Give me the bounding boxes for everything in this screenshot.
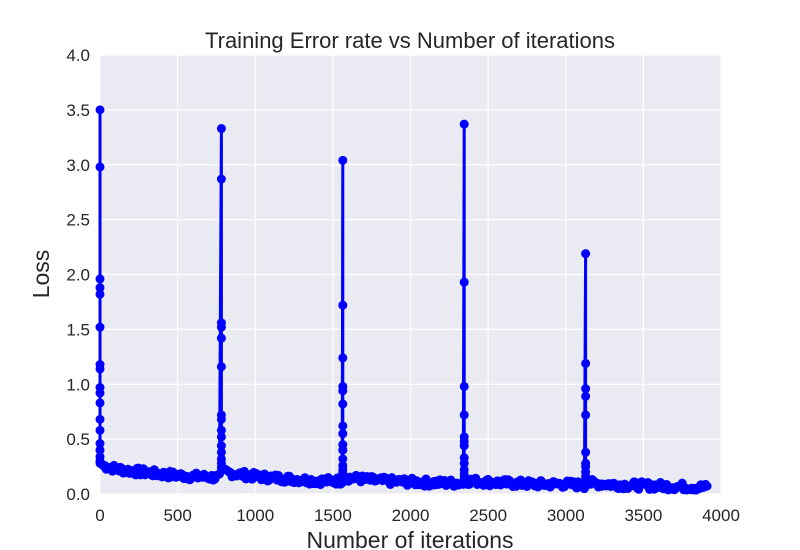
data-point bbox=[95, 364, 105, 374]
grid-lines bbox=[99, 54, 722, 495]
data-point bbox=[338, 399, 348, 409]
data-point bbox=[216, 124, 226, 134]
data-point bbox=[702, 481, 712, 491]
series-loss bbox=[95, 105, 712, 495]
data-point bbox=[95, 274, 105, 284]
y-tick-label: 1.5 bbox=[66, 320, 90, 339]
data-point bbox=[581, 410, 591, 420]
data-point bbox=[459, 119, 469, 129]
data-point bbox=[95, 162, 105, 172]
x-tick-label: 3500 bbox=[624, 506, 662, 525]
y-tick-label: 2.5 bbox=[66, 211, 90, 230]
x-tick-label: 3000 bbox=[547, 506, 585, 525]
data-point bbox=[459, 277, 469, 287]
data-point bbox=[459, 441, 469, 451]
x-tick-label: 2000 bbox=[392, 506, 430, 525]
data-point bbox=[338, 421, 348, 431]
data-point bbox=[95, 289, 105, 299]
x-tick-label: 2500 bbox=[469, 506, 507, 525]
data-point bbox=[95, 283, 105, 293]
y-tick-label: 1.0 bbox=[66, 375, 90, 394]
y-tick-label: 3.0 bbox=[66, 156, 90, 175]
x-axis-ticks: 0 500 1000 1500 2000 2500 3000 3500 4000 bbox=[95, 506, 740, 525]
data-point bbox=[581, 384, 591, 394]
y-axis-label: Loss bbox=[28, 250, 54, 299]
data-point bbox=[459, 473, 469, 483]
data-point bbox=[216, 441, 226, 451]
data-point bbox=[216, 174, 226, 184]
data-point bbox=[216, 432, 226, 442]
data-point bbox=[338, 386, 348, 396]
data-point bbox=[581, 391, 591, 401]
data-point bbox=[338, 454, 348, 464]
data-point bbox=[216, 447, 226, 457]
data-point bbox=[459, 458, 469, 468]
data-point bbox=[338, 353, 348, 363]
data-point bbox=[95, 322, 105, 332]
x-tick-label: 1000 bbox=[236, 506, 274, 525]
chart-title: Training Error rate vs Number of iterati… bbox=[205, 28, 615, 53]
data-point bbox=[95, 388, 105, 398]
data-point bbox=[95, 414, 105, 424]
y-axis-ticks: 0.0 0.5 1.0 1.5 2.0 2.5 3.0 3.5 4.0 bbox=[66, 46, 90, 504]
x-tick-label: 0 bbox=[95, 506, 104, 525]
data-point bbox=[581, 249, 591, 259]
data-point bbox=[459, 410, 469, 420]
y-tick-label: 2.0 bbox=[66, 266, 90, 285]
x-tick-label: 1500 bbox=[314, 506, 352, 525]
y-tick-label: 4.0 bbox=[66, 46, 90, 65]
data-point bbox=[216, 362, 226, 372]
x-tick-label: 4000 bbox=[702, 506, 740, 525]
data-point bbox=[216, 322, 226, 332]
y-tick-label: 0.5 bbox=[66, 430, 90, 449]
data-point bbox=[338, 155, 348, 165]
data-point bbox=[95, 425, 105, 435]
x-tick-label: 500 bbox=[163, 506, 191, 525]
data-point bbox=[581, 447, 591, 457]
y-tick-label: 3.5 bbox=[66, 101, 90, 120]
x-axis-label: Number of iterations bbox=[306, 527, 513, 550]
data-point bbox=[338, 300, 348, 310]
data-point bbox=[581, 358, 591, 368]
y-tick-label: 0.0 bbox=[66, 485, 90, 504]
data-point bbox=[95, 445, 105, 455]
data-point bbox=[95, 439, 105, 449]
data-point bbox=[95, 398, 105, 408]
data-point bbox=[459, 381, 469, 391]
data-point bbox=[95, 105, 105, 115]
data-point bbox=[338, 445, 348, 455]
data-point bbox=[216, 333, 226, 343]
data-point bbox=[216, 414, 226, 424]
data-point bbox=[216, 425, 226, 435]
data-point bbox=[338, 429, 348, 439]
